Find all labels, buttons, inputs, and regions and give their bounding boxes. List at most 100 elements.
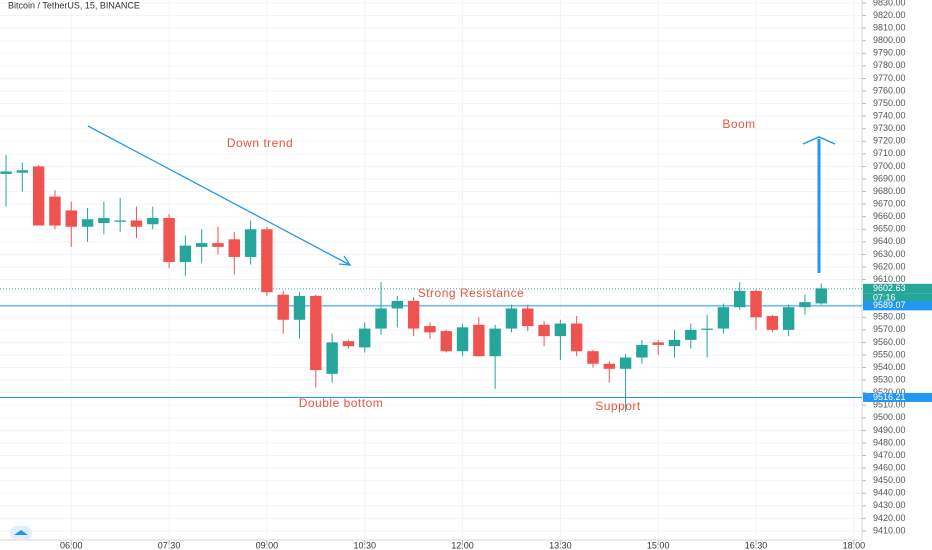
x-tick-label: 12:00 [451, 540, 474, 550]
axes: 9410.00 9420.00 9430.00 9440.00 9450.00 9460.… [60, 0, 932, 550]
candle-body [636, 344, 648, 358]
annotation: Double bottom [299, 396, 384, 410]
y-tick-label: 9650.00 [873, 224, 906, 234]
candle-body [489, 328, 501, 357]
y-tick-label: 9670.00 [873, 199, 906, 209]
candle-body [130, 220, 143, 227]
y-tick-label: 9750.00 [873, 98, 906, 108]
candle-body [799, 302, 811, 308]
candle-body [473, 324, 485, 357]
y-tick-label: 9690.00 [873, 173, 906, 183]
x-tick-label: 09:00 [256, 540, 279, 550]
candle-body [98, 217, 110, 223]
candle-body [815, 288, 827, 304]
candle-body [619, 357, 632, 369]
candle-body [587, 351, 599, 364]
price-label-bg [863, 392, 932, 402]
candle-body [16, 170, 29, 173]
y-tick-label: 9440.00 [873, 488, 906, 498]
y-tick-label: 9770.00 [873, 73, 906, 83]
y-tick-label: 9500.00 [873, 412, 906, 422]
y-tick-label: 9530.00 [873, 374, 906, 384]
candle-body [522, 308, 534, 327]
countdown-bg [863, 293, 932, 303]
price-label: 9589.07 [873, 300, 906, 310]
candle-body [293, 295, 306, 320]
candle-body [717, 307, 730, 329]
candle-body [179, 245, 192, 262]
countdown: 07:16 [873, 293, 896, 303]
y-tick-label: 9740.00 [873, 111, 906, 121]
candle-body [359, 328, 371, 348]
candle-body [114, 220, 126, 222]
y-tick-label: 9660.00 [873, 211, 906, 221]
candle-body [49, 196, 61, 226]
candle-body [603, 363, 615, 369]
logo [10, 526, 32, 540]
annotations: Down trend Strong Resistance Double bottom… [227, 117, 755, 413]
candle-body [440, 331, 452, 352]
x-tick-label: 15:00 [647, 540, 670, 550]
y-tick-label: 9480.00 [873, 437, 906, 447]
y-tick-label: 9560.00 [873, 337, 906, 347]
price-label-bg [863, 301, 932, 311]
price-label: 9602.63 [873, 283, 906, 293]
candle-body [505, 308, 518, 329]
candle-body [456, 327, 469, 352]
candle-body [277, 294, 289, 320]
y-tick-label: 9760.00 [873, 85, 906, 95]
candle-body [782, 307, 795, 330]
candle-body [538, 324, 550, 337]
trend-arrow [87, 125, 352, 266]
annotation: Down trend [227, 136, 293, 150]
boom-arrow [802, 136, 836, 273]
y-tick-label: 9410.00 [873, 525, 906, 535]
candle-body [734, 290, 746, 308]
y-tick-label: 9540.00 [873, 362, 906, 372]
candle-body [212, 243, 224, 247]
y-tick-label: 9520.00 [873, 387, 906, 397]
y-tick-label: 9630.00 [873, 249, 906, 259]
y-tick-label: 9730.00 [873, 123, 906, 133]
candle-body [228, 239, 240, 257]
candle-body [310, 295, 322, 371]
x-tick-label: 06:00 [60, 540, 83, 550]
candle-body [32, 166, 45, 226]
candle-body [652, 342, 664, 345]
x-tick-label: 13:30 [549, 540, 572, 550]
grid [0, 0, 862, 540]
candle-body [0, 171, 12, 174]
price-lines [0, 288, 862, 398]
candle-body [261, 229, 273, 293]
annotation: Boom [722, 117, 755, 131]
candle-body [554, 323, 567, 337]
y-tick-label: 9800.00 [873, 35, 906, 45]
y-tick-label: 9460.00 [873, 462, 906, 472]
candle-body [685, 329, 697, 340]
x-tick-label: 16:30 [745, 540, 768, 550]
annotation: Support [595, 399, 641, 413]
y-tick-label: 9420.00 [873, 513, 906, 523]
y-tick-label: 9790.00 [873, 48, 906, 58]
candle-body [65, 210, 77, 227]
x-tick-label: 07:30 [158, 540, 181, 550]
y-tick-label: 9470.00 [873, 450, 906, 460]
candle-body [163, 217, 175, 262]
candle-body [570, 323, 583, 352]
y-tick-label: 9820.00 [873, 10, 906, 20]
arrow-head [338, 255, 352, 266]
y-tick-label: 9490.00 [873, 425, 906, 435]
candle-body [244, 229, 257, 257]
y-tick-label: 9620.00 [873, 261, 906, 271]
candle-body [147, 217, 159, 225]
trend-line [87, 125, 351, 266]
candle-body [195, 243, 208, 247]
y-tick-label: 9580.00 [873, 312, 906, 322]
y-tick-label: 9510.00 [873, 400, 906, 410]
y-tick-label: 9680.00 [873, 186, 906, 196]
candle-body [375, 308, 387, 329]
y-tick-label: 9810.00 [873, 23, 906, 33]
candle-body [326, 342, 338, 374]
candles [0, 155, 827, 412]
